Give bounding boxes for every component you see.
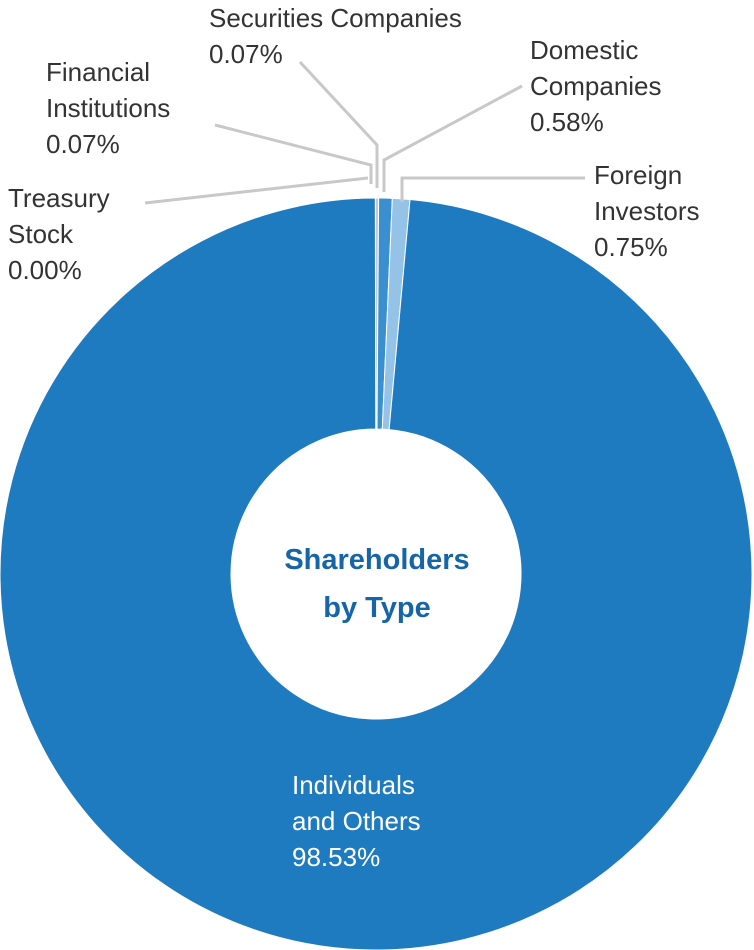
label-name: Investors — [594, 196, 700, 226]
label-securities-companies: Securities Companies 0.07% — [209, 0, 462, 72]
leader-line-domestic-companies — [382, 84, 523, 192]
label-value: 0.75% — [594, 232, 668, 262]
label-name: Stock — [8, 219, 74, 249]
label-name: Individuals — [292, 770, 415, 800]
leader-line-treasury-stock — [144, 176, 369, 205]
title-line: Shareholders — [284, 544, 470, 576]
label-value: 0.07% — [46, 129, 120, 159]
label-value: 0.00% — [8, 255, 82, 285]
slice-individuals-and-others — [0, 197, 753, 950]
label-name: Financial — [46, 57, 151, 87]
label-name: Institutions — [46, 93, 171, 123]
label-financial-institutions: Financial Institutions 0.07% — [46, 54, 170, 162]
label-name: Securities Companies — [209, 3, 462, 33]
label-name: Treasury — [8, 183, 110, 213]
label-treasury-stock: Treasury Stock 0.00% — [8, 180, 110, 288]
label-name: Foreign — [594, 160, 683, 190]
label-value: 98.53% — [292, 842, 381, 872]
label-value: 0.58% — [530, 107, 604, 137]
leader-line-securities-companies — [298, 60, 379, 188]
label-domestic-companies: Domestic Companies 0.58% — [530, 32, 662, 140]
leader-line-foreign-investors — [400, 176, 585, 202]
label-name: and Others — [292, 806, 421, 836]
label-foreign-investors: Foreign Investors 0.75% — [594, 157, 700, 265]
label-name: Companies — [530, 71, 662, 101]
leader-line-financial-institutions — [214, 123, 373, 184]
label-name: Domestic — [530, 35, 639, 65]
title-line: by Type — [323, 592, 431, 624]
label-value: 0.07% — [209, 39, 283, 69]
label-individuals-and-others: Individuals and Others 98.53% — [292, 767, 421, 875]
chart-title: Shareholders by Type — [232, 536, 522, 632]
